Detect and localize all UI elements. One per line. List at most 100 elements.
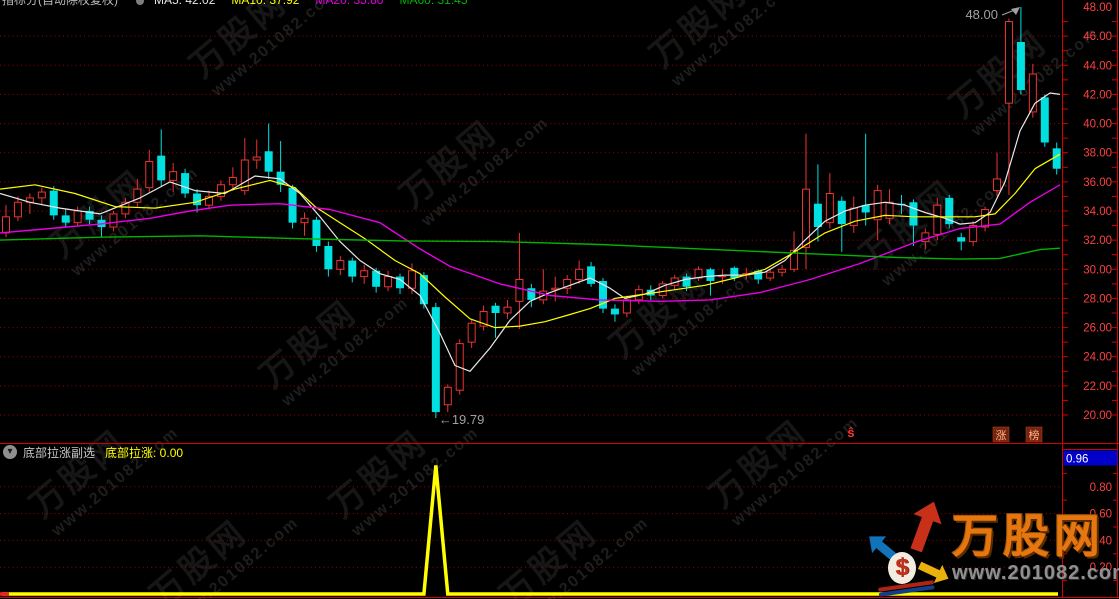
candle-down xyxy=(909,202,918,226)
candle-down xyxy=(1016,41,1025,91)
main-axis-label: 42.00 xyxy=(1083,89,1112,101)
ma-yellow xyxy=(0,153,1061,329)
main-axis-label: 40.00 xyxy=(1083,119,1112,131)
candle-up xyxy=(169,171,178,181)
legend-item-3: MA60: 31.45 xyxy=(399,0,468,7)
collapse-panel-icon[interactable]: ▾ xyxy=(3,445,17,459)
candle-up xyxy=(13,201,22,218)
indicator-legend-row: 指标分(自动除权复权) MA5: 42.02 MA10: 37.92 MA20: 35… xyxy=(2,0,484,7)
candle-up xyxy=(37,191,46,199)
candle-up xyxy=(300,217,309,224)
candle-down xyxy=(49,190,58,216)
candle-up xyxy=(479,311,488,327)
tag-button-0[interactable]: 涨 xyxy=(996,429,1007,442)
tag-button-bg[interactable] xyxy=(1025,426,1043,443)
candle-up xyxy=(921,232,930,243)
candle-down xyxy=(610,308,619,315)
main-axis-label: 34.00 xyxy=(1083,206,1112,218)
tag-button-1[interactable]: 榜 xyxy=(1029,428,1040,442)
candle-up xyxy=(2,216,10,234)
ma-green xyxy=(0,235,1061,260)
legend-item-0: MA5: 42.02 xyxy=(154,0,216,7)
candle-up xyxy=(969,225,978,243)
candle-up xyxy=(885,201,894,219)
candle-down xyxy=(754,270,763,280)
candle-up xyxy=(801,188,810,248)
sub-indicator-header: ▾ 底部拉涨副选 底部拉涨: 0.00 xyxy=(3,444,183,460)
candle-up xyxy=(778,268,787,273)
low-annotation: ←19.79 xyxy=(439,412,485,427)
candle-up xyxy=(563,278,572,289)
chart-title: 指标分(自动除权复权) xyxy=(2,0,118,7)
main-axis-label: 20.00 xyxy=(1083,410,1112,422)
candle-up xyxy=(360,270,369,278)
candle-down xyxy=(957,237,966,242)
candle-up xyxy=(216,184,225,197)
candle-up xyxy=(873,190,882,221)
candle-up xyxy=(384,276,393,288)
candle-up xyxy=(240,159,249,192)
candle-down xyxy=(1040,97,1049,143)
main-axis-label: 44.00 xyxy=(1083,60,1112,72)
sub-axis-label: 0.60 xyxy=(1090,509,1112,521)
candle-up xyxy=(121,201,130,215)
candle-down xyxy=(181,173,190,194)
candle-down xyxy=(312,219,321,246)
legend-dot-icon xyxy=(136,0,144,5)
candle-down xyxy=(646,289,655,296)
candle-up xyxy=(933,204,942,235)
candle-down xyxy=(419,275,428,305)
candle-up xyxy=(407,270,416,289)
tag-button-bg[interactable] xyxy=(992,426,1010,443)
candle-down xyxy=(193,193,202,206)
candle-up xyxy=(658,283,667,297)
candle-up xyxy=(145,160,154,189)
candle-down xyxy=(682,276,691,287)
candle-up xyxy=(825,193,834,224)
main-axis-label: 24.00 xyxy=(1083,352,1112,364)
current-value-box xyxy=(1063,450,1118,466)
candle-up xyxy=(228,176,237,186)
candle-down xyxy=(324,245,333,270)
candle-down xyxy=(157,155,166,181)
candle-up xyxy=(515,278,524,302)
candle-up xyxy=(503,306,512,314)
sub-axis-label: 0.80 xyxy=(1090,482,1112,494)
candle-down xyxy=(85,211,94,220)
candle-down xyxy=(945,197,954,225)
candle-up xyxy=(133,188,142,203)
candle-up xyxy=(336,260,345,270)
candle-down xyxy=(264,151,273,172)
main-axis-label: 28.00 xyxy=(1083,293,1112,305)
candle-up xyxy=(993,178,1002,192)
candle-up xyxy=(790,249,799,270)
legend-item-1: MA10: 37.92 xyxy=(231,0,300,7)
candle-up xyxy=(73,210,82,224)
current-value-text: 0.96 xyxy=(1066,454,1088,466)
main-axis-label: 36.00 xyxy=(1083,177,1112,189)
candle-up xyxy=(1004,21,1013,104)
high-annotation: 48.00 xyxy=(965,7,998,22)
candle-down xyxy=(730,267,739,279)
candle-down xyxy=(587,266,596,284)
main-axis-label: 38.00 xyxy=(1083,148,1112,160)
candle-up xyxy=(252,156,261,161)
main-axis-label: 46.00 xyxy=(1083,31,1112,43)
candle-down xyxy=(61,215,70,223)
candle-down xyxy=(491,305,500,313)
candle-down xyxy=(276,171,285,185)
candle-down xyxy=(372,270,381,287)
ma-white xyxy=(0,92,1061,372)
sub-indicator-value: 底部拉涨: 0.00 xyxy=(105,445,184,460)
candle-down xyxy=(348,260,357,277)
candle-down xyxy=(706,269,715,281)
legend-item-2: MA20: 35.80 xyxy=(315,0,384,7)
main-axis-label: 26.00 xyxy=(1083,323,1112,335)
main-axis-label: 32.00 xyxy=(1083,235,1112,247)
candle-up xyxy=(622,299,631,314)
sub-indicator-name[interactable]: 底部拉涨副选 xyxy=(23,445,96,460)
high-arrowhead xyxy=(1011,7,1020,15)
candle-down xyxy=(813,203,822,228)
